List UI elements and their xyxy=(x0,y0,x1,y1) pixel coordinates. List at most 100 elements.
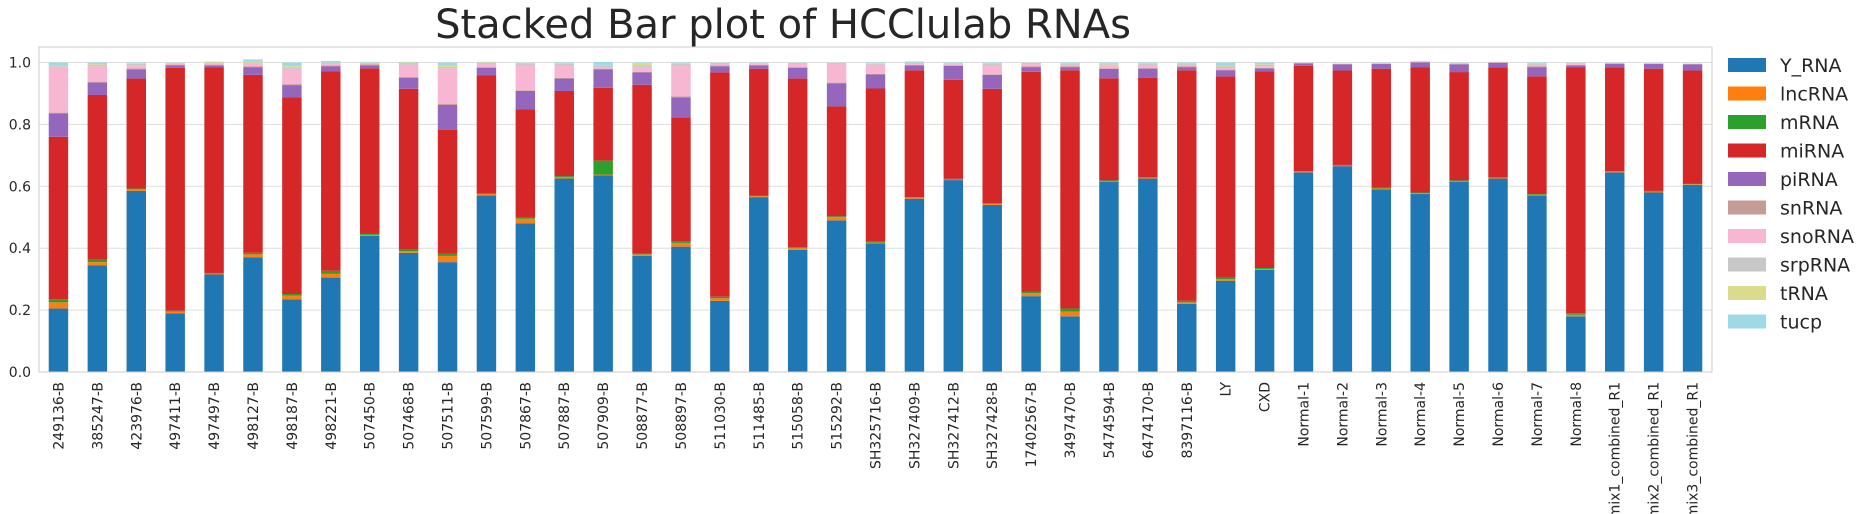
bar-segment-mRNA-8397116-B xyxy=(1177,300,1197,303)
bar-segment-snoRNA-249136-B xyxy=(48,67,69,113)
bar-segment-srpRNA-3497470-B xyxy=(1060,64,1080,65)
x-tick-label: Normal-4 xyxy=(1413,382,1429,447)
bar-segment-snoRNA-8397116-B xyxy=(1177,64,1197,67)
bar-segment-tRNA-LY xyxy=(1215,65,1236,67)
bar-segment-lncRNA-mix1_combined_R1 xyxy=(1605,171,1625,173)
bar-segment-miRNA-498127-B xyxy=(243,74,263,253)
bar-segment-miRNA-SH325716-B xyxy=(865,88,886,242)
bar-segment-snRNA-498187-B xyxy=(282,84,302,86)
legend-swatch-lncRNA xyxy=(1728,86,1766,101)
x-tick-label: 508897-B xyxy=(674,382,690,450)
bar-segment-snoRNA-507468-B xyxy=(398,64,419,78)
bar-segment-mRNA-498187-B xyxy=(282,294,302,296)
bar-segment-mRNA-507450-B xyxy=(359,233,380,235)
x-tick-label: CXD xyxy=(1258,382,1274,412)
bar-segment-mRNA-497497-B xyxy=(204,272,224,274)
bar-segment-srpRNA-508877-B xyxy=(632,65,652,68)
bar-segment-srpRNA-423976-B xyxy=(126,63,146,66)
legend-label-piRNA: piRNA xyxy=(1780,169,1838,191)
bar-segment-srpRNA-Normal-8 xyxy=(1566,63,1586,65)
bar-segment-snoRNA-6474170-B xyxy=(1138,64,1158,69)
bar-segment-snoRNA-507909-B xyxy=(593,67,613,69)
bar-segment-mRNA-508877-B xyxy=(632,253,652,255)
bar-segment-Y_RNA-LY xyxy=(1215,280,1236,372)
bar-segment-Y_RNA-497497-B xyxy=(204,274,224,372)
x-tick-label: Normal-1 xyxy=(1296,382,1312,447)
bar-segment-tRNA-5474594-B xyxy=(1099,63,1119,65)
bar-segment-Y_RNA-mix1_combined_R1 xyxy=(1605,172,1625,372)
bar-segment-piRNA-498187-B xyxy=(282,85,302,98)
bar-segment-tRNA-507909-B xyxy=(593,64,613,66)
bar-segment-piRNA-6474170-B xyxy=(1138,68,1158,78)
bar-segment-tucp-423976-B xyxy=(126,62,146,64)
bar-segment-miRNA-507450-B xyxy=(359,68,380,234)
legend-label-mRNA: mRNA xyxy=(1780,112,1839,134)
bar-segment-miRNA-mix2_combined_R1 xyxy=(1643,68,1664,191)
bar-segment-snRNA-507909-B xyxy=(593,68,613,70)
bar-segment-snoRNA-497497-B xyxy=(204,63,224,65)
bar-segment-lncRNA-507450-B xyxy=(359,234,380,236)
bar-segment-tRNA-508877-B xyxy=(632,63,652,66)
bar-segment-tucp-508897-B xyxy=(671,62,691,64)
bar-segment-miRNA-3497470-B xyxy=(1060,70,1080,309)
bar-segment-snRNA-Normal-7 xyxy=(1527,66,1547,68)
legend-label-Y_RNA: Y_RNA xyxy=(1779,55,1842,77)
bar-segment-tRNA-SH325716-B xyxy=(865,63,886,64)
bar-segment-miRNA-Normal-6 xyxy=(1488,67,1508,178)
x-tick-label: mix2_combined_R1 xyxy=(1647,382,1663,514)
bar-segment-lncRNA-507867-B xyxy=(515,218,536,224)
bar-segment-lncRNA-Normal-8 xyxy=(1566,314,1586,317)
x-tick-label: 507887-B xyxy=(557,382,573,450)
bar-segment-mRNA-Normal-8 xyxy=(1566,313,1586,315)
bar-segment-snRNA-515292-B xyxy=(826,82,847,84)
bar-segment-piRNA-17402567-B xyxy=(1021,67,1041,72)
bar-segment-snoRNA-497411-B xyxy=(165,63,185,65)
bar-segment-lncRNA-507887-B xyxy=(554,177,574,179)
bar-segment-tRNA-Normal-8 xyxy=(1566,62,1586,64)
bar-segment-piRNA-SH327428-B xyxy=(982,74,1002,89)
bar-segment-lncRNA-8397116-B xyxy=(1177,302,1197,304)
bar-segment-tRNA-507887-B xyxy=(554,63,574,65)
bar-segment-tRNA-249136-B xyxy=(48,65,69,67)
bar-segment-Y_RNA-511030-B xyxy=(710,300,730,372)
bar-segment-tRNA-498187-B xyxy=(282,66,302,68)
bar-segment-Y_RNA-Normal-4 xyxy=(1410,194,1430,372)
legend-swatch-miRNA xyxy=(1728,143,1766,158)
bar-segment-miRNA-Normal-7 xyxy=(1527,76,1547,195)
bar-segment-snoRNA-507599-B xyxy=(476,64,497,68)
bar-segment-tucp-507511-B xyxy=(437,62,458,66)
bar-segment-piRNA-249136-B xyxy=(48,113,69,137)
bar-segment-srpRNA-507468-B xyxy=(398,63,419,65)
x-tick-label: Normal-3 xyxy=(1374,382,1390,447)
bar-segment-mRNA-507468-B xyxy=(398,249,419,252)
y-tick-label: 0.8 xyxy=(9,117,31,133)
bar-segment-snoRNA-507867-B xyxy=(515,65,536,91)
bar-segment-Y_RNA-507599-B xyxy=(476,195,497,372)
bar-segment-piRNA-507511-B xyxy=(437,104,458,130)
bar-segment-Y_RNA-Normal-7 xyxy=(1527,195,1547,372)
bar-segment-piRNA-Normal-8 xyxy=(1566,65,1586,68)
bar-segment-snoRNA-385247-B xyxy=(87,66,108,82)
bar-segment-snRNA-423976-B xyxy=(126,68,146,70)
x-tick-label: 498127-B xyxy=(246,382,262,450)
bar-segment-miRNA-515058-B xyxy=(787,78,808,248)
bar-segment-mRNA-Normal-1 xyxy=(1293,171,1314,172)
bar-segment-piRNA-507468-B xyxy=(398,77,419,89)
legend-swatch-Y_RNA xyxy=(1728,58,1766,72)
bar-segment-snoRNA-Normal-5 xyxy=(1449,63,1469,65)
x-tick-label: Normal-8 xyxy=(1569,382,1585,447)
bar-segment-lncRNA-498187-B xyxy=(282,295,302,300)
bar-segment-mRNA-LY xyxy=(1215,277,1236,280)
bar-segment-lncRNA-mix2_combined_R1 xyxy=(1643,191,1664,193)
bar-segment-Y_RNA-CXD xyxy=(1254,269,1275,372)
bar-segment-snoRNA-SH327428-B xyxy=(982,64,1002,75)
bar-segment-piRNA-SH327412-B xyxy=(943,65,964,80)
bar-segment-miRNA-mix1_combined_R1 xyxy=(1605,67,1625,172)
bar-segment-piRNA-CXD xyxy=(1254,68,1275,72)
bar-segment-mRNA-249136-B xyxy=(48,299,69,303)
bar-segment-srpRNA-6474170-B xyxy=(1138,64,1158,65)
legend-label-snRNA: snRNA xyxy=(1780,198,1842,220)
bar-segment-Y_RNA-8397116-B xyxy=(1177,303,1197,372)
bar-segment-mRNA-511485-B xyxy=(749,195,769,197)
bar-segment-mRNA-mix1_combined_R1 xyxy=(1605,171,1625,172)
